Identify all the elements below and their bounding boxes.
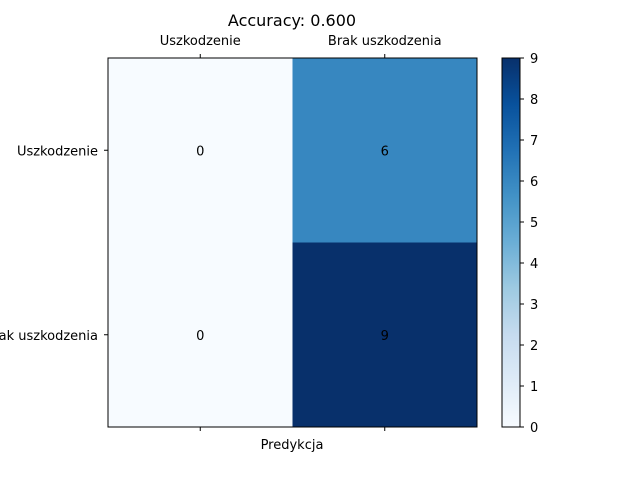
plot-frame [107,57,478,428]
x-tick-label: Uszkodzenie [160,34,241,49]
colorbar-tick-label: 2 [530,339,538,354]
cell-value-label: 9 [381,329,389,344]
heatmap-cell [108,58,293,243]
y-axis-ticks: Uszkodzenie Brak uszkodzenia [0,144,108,344]
colorbar-tick-label: 4 [530,257,538,272]
colorbar-tick-label: 0 [530,421,538,436]
y-tick-label: Uszkodzenie [17,144,98,159]
chart-title: Accuracy: 0.600 [228,11,356,30]
cell-value-label: 0 [196,144,204,159]
colorbar-ticks: 0 1 2 3 4 5 6 7 8 9 [520,52,538,436]
x-axis-label: Predykcja [261,438,324,453]
colorbar-tick-label: 9 [530,52,538,67]
heatmap-cell [108,242,293,428]
x-tick-label: Brak uszkodzenia [328,34,442,49]
colorbar-tick-label: 1 [530,380,538,395]
cell-value-label: 0 [196,329,204,344]
heatmap-cell [292,58,478,243]
colorbar-tick-label: 5 [530,216,538,231]
heatmap-cell [292,242,478,428]
y-tick-label: Brak uszkodzenia [0,329,98,344]
colorbar: 0 1 2 3 4 5 6 7 8 9 [501,52,538,436]
colorbar-gradient [501,57,521,428]
x-axis-ticks: Uszkodzenie Brak uszkodzenia [160,34,442,431]
colorbar-tick-label: 3 [530,298,538,313]
colorbar-tick-label: 7 [530,134,538,149]
heatmap-cell-labels: 0 6 0 9 [196,144,389,344]
heatmap-cells [108,58,478,428]
colorbar-tick-label: 6 [530,175,538,190]
colorbar-tick-label: 8 [530,93,538,108]
cell-value-label: 6 [381,144,389,159]
